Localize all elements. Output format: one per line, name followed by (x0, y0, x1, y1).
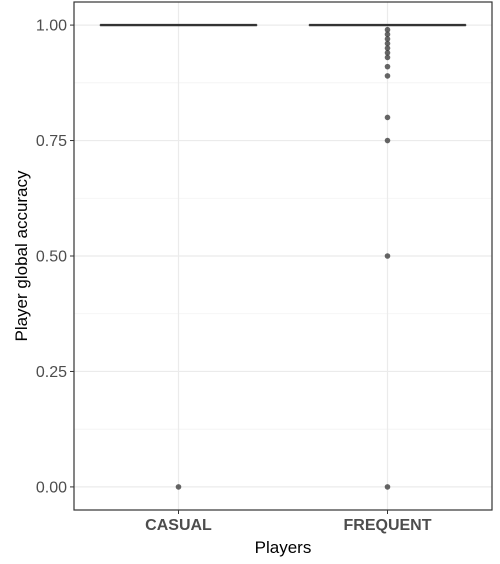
y-tick-label: 0.00 (36, 479, 67, 496)
x-tick-label-frequent: FREQUENT (344, 517, 432, 534)
outlier-point-frequent (384, 484, 391, 490)
y-tick-label: 0.50 (36, 249, 67, 266)
x-axis-ticks: CASUAL FREQUENT (145, 510, 432, 534)
outlier-points (175, 26, 391, 490)
grid-lines (74, 2, 492, 510)
y-axis-title: Player global accuracy (12, 170, 31, 342)
outlier-point-frequent (384, 40, 391, 47)
x-axis-title: Players (255, 538, 312, 557)
y-axis-ticks: 0.00 0.25 0.50 0.75 1.00 (36, 18, 74, 496)
outlier-point-frequent (384, 26, 391, 33)
outlier-point-frequent (384, 63, 391, 70)
outlier-point-frequent (384, 31, 391, 38)
y-tick-label: 0.25 (36, 364, 67, 381)
outlier-point-frequent (384, 253, 391, 259)
outlier-point-frequent (384, 45, 391, 51)
outlier-point-frequent (384, 54, 391, 61)
outlier-point-frequent (384, 50, 391, 56)
outlier-point-frequent (384, 73, 391, 79)
outlier-point-casual (175, 484, 182, 490)
outlier-point-frequent (384, 36, 391, 42)
y-tick-label: 1.00 (36, 18, 67, 35)
outlier-point-frequent (384, 114, 391, 121)
outlier-point-frequent (384, 137, 391, 144)
y-tick-label: 0.75 (36, 133, 67, 150)
x-tick-label-casual: CASUAL (145, 517, 212, 534)
